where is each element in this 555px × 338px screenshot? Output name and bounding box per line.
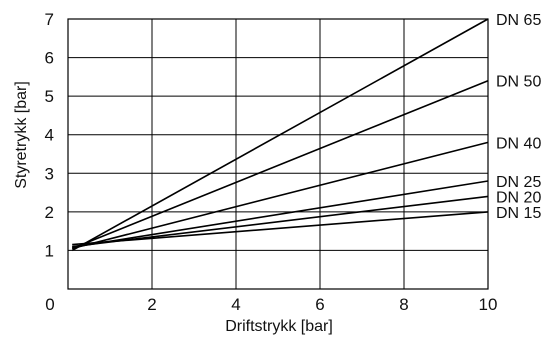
y-tick-label: 1 — [45, 241, 54, 260]
grid — [67, 18, 489, 290]
x-tick-label: 6 — [315, 295, 324, 314]
x-axis-title: Driftstrykk [bar] — [225, 318, 333, 335]
series-label: DN 15 — [496, 205, 541, 222]
x-tick-label: 8 — [399, 295, 408, 314]
y-tick-label: 4 — [45, 126, 54, 145]
x-tick-label: 2 — [147, 295, 156, 314]
y-tick-label: 7 — [45, 10, 54, 29]
y-tick-label: 5 — [45, 87, 54, 106]
series-line — [72, 195, 489, 248]
series-label: DN 20 — [496, 189, 541, 206]
series-lines — [71, 18, 489, 252]
plot-frame — [67, 18, 489, 290]
y-tick-labels: 1 2 3 4 5 6 7 — [45, 10, 54, 260]
series-line — [72, 211, 489, 246]
series-line — [71, 79, 489, 250]
y-axis-title: Styretrykk [bar] — [13, 81, 30, 189]
y-tick-label: 3 — [45, 164, 54, 183]
x-tick-labels: 0 2 4 6 8 10 — [45, 295, 497, 314]
series-label: DN 65 — [496, 12, 541, 29]
x-tick-label: 10 — [479, 295, 498, 314]
series-line — [72, 180, 489, 249]
series-line — [72, 141, 489, 250]
x-tick-label: 0 — [45, 295, 54, 314]
x-tick-label: 4 — [231, 295, 240, 314]
series-label: DN 50 — [496, 74, 541, 91]
series-label: DN 25 — [496, 174, 541, 191]
y-tick-label: 6 — [45, 49, 54, 68]
series-label: DN 40 — [496, 135, 541, 152]
y-tick-label: 2 — [45, 203, 54, 222]
series-line — [71, 18, 489, 252]
